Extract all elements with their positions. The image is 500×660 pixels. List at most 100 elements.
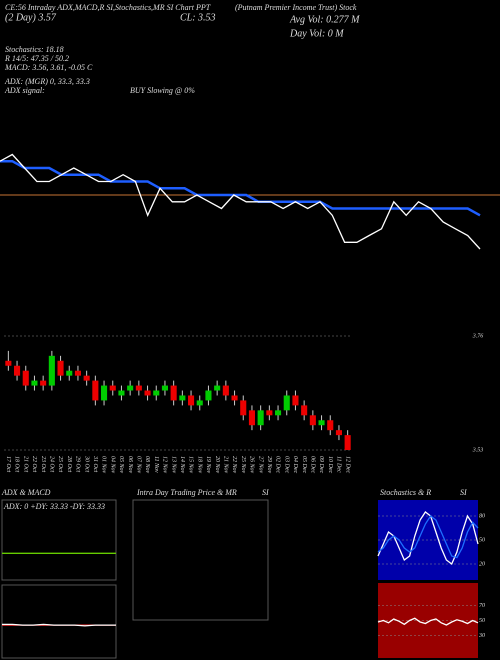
y-tick-label: 30 bbox=[478, 633, 485, 639]
header-line: (Putnam Premier Income Trust) Stock bbox=[235, 3, 357, 12]
x-tick-label: 10 Dec bbox=[327, 456, 333, 473]
x-tick-label: 23 Oct bbox=[40, 456, 46, 472]
header-value: BUY Slowing @ 0% bbox=[130, 86, 195, 95]
x-tick-label: 25 Oct bbox=[57, 456, 63, 472]
candle-body bbox=[74, 370, 81, 376]
header-value: CL: 3.53 bbox=[180, 12, 216, 23]
series-line bbox=[0, 153, 481, 250]
candle-body bbox=[101, 385, 108, 401]
y-tick-label: 3.76 bbox=[472, 333, 484, 339]
x-tick-label: 21 Nov bbox=[222, 456, 228, 474]
y-tick-label: 50 bbox=[479, 618, 485, 624]
x-tick-label: 22 Oct bbox=[31, 456, 37, 472]
candle-body bbox=[248, 410, 255, 426]
candle-body bbox=[40, 380, 47, 386]
x-tick-label: 20 Nov bbox=[214, 456, 220, 474]
series-line bbox=[377, 511, 479, 566]
candle-body bbox=[179, 395, 186, 401]
series-line bbox=[377, 617, 479, 626]
panel-title: Intra Day Trading Price & MR bbox=[136, 488, 237, 497]
header-value: R 14/5: 47.35 / 50.2 bbox=[4, 54, 69, 63]
candle-body bbox=[5, 360, 12, 366]
candle-body bbox=[257, 410, 264, 426]
candle-body bbox=[31, 380, 38, 386]
candle-body bbox=[231, 395, 238, 401]
x-tick-label: 05 Dec bbox=[301, 456, 307, 473]
x-tick-label: 22 Nov bbox=[231, 456, 237, 474]
y-tick-label: 80 bbox=[479, 513, 485, 519]
x-tick-label: 11 Nov bbox=[153, 456, 159, 473]
candle-body bbox=[22, 370, 29, 386]
x-tick-label: 08 Nov bbox=[144, 456, 150, 474]
x-tick-label: 21 Oct bbox=[22, 456, 28, 472]
header-value: MACD: 3.56, 3.61, -0.05 C bbox=[4, 63, 93, 72]
x-tick-label: 05 Nov bbox=[118, 456, 124, 474]
candle-body bbox=[318, 420, 325, 426]
panel-frame bbox=[1, 499, 117, 581]
candle-body bbox=[118, 390, 125, 396]
candle-body bbox=[66, 370, 73, 376]
header-value: Stochastics: 18.18 bbox=[5, 45, 64, 54]
candle-body bbox=[283, 395, 290, 411]
panel-frame bbox=[1, 584, 117, 659]
candle-body bbox=[214, 385, 221, 391]
candle-body bbox=[170, 385, 177, 401]
candle-body bbox=[335, 430, 342, 436]
y-tick-label: 20 bbox=[479, 561, 485, 567]
candle-body bbox=[161, 385, 168, 391]
header-value: Avg Vol: 0.277 M bbox=[289, 14, 360, 25]
header-value: Day Vol: 0 M bbox=[289, 28, 344, 39]
panel-subtitle: SI bbox=[460, 488, 467, 497]
panel-title: Stochastics & R bbox=[380, 488, 431, 497]
x-tick-label: 18 Oct bbox=[14, 456, 20, 472]
x-tick-label: 26 Nov bbox=[249, 456, 255, 474]
x-tick-label: 25 Nov bbox=[240, 456, 246, 474]
x-tick-label: 03 Dec bbox=[283, 456, 289, 473]
candle-body bbox=[48, 355, 55, 386]
x-tick-label: 06 Dec bbox=[309, 456, 315, 473]
panel-subtitle: ADX: 0 +DY: 33.33 -DY: 33.33 bbox=[3, 502, 105, 511]
header-value: (2 Day) 3.57 bbox=[5, 12, 57, 23]
candle-body bbox=[275, 410, 282, 416]
x-tick-label: 28 Oct bbox=[66, 456, 72, 472]
panel-frame bbox=[132, 499, 269, 621]
x-tick-label: 02 Dec bbox=[275, 456, 281, 473]
candle-body bbox=[240, 400, 247, 416]
x-tick-label: 12 Dec bbox=[344, 456, 350, 473]
candle-body bbox=[205, 390, 212, 401]
y-tick-label: 3.53 bbox=[472, 447, 484, 453]
x-tick-label: 13 Nov bbox=[170, 456, 176, 474]
candle-body bbox=[327, 420, 334, 431]
x-tick-label: 06 Nov bbox=[127, 456, 133, 474]
y-tick-label: 50 bbox=[479, 537, 485, 543]
x-tick-label: 27 Nov bbox=[257, 456, 263, 474]
candle-body bbox=[344, 435, 351, 450]
header-value: ADX: (MGR) 0, 33.3, 33.3 bbox=[4, 77, 90, 86]
candle-body bbox=[144, 390, 151, 396]
candle-body bbox=[83, 375, 90, 381]
x-tick-label: 09 Dec bbox=[318, 456, 324, 473]
x-tick-label: 19 Nov bbox=[205, 456, 211, 474]
x-tick-label: 01 Nov bbox=[101, 456, 107, 474]
candle-body bbox=[301, 405, 308, 416]
y-tick-label: 70 bbox=[479, 603, 485, 609]
candle-body bbox=[309, 415, 316, 426]
candle-body bbox=[222, 385, 229, 396]
candle-body bbox=[188, 395, 195, 406]
series-line bbox=[377, 515, 479, 559]
x-tick-label: 11 Dec bbox=[336, 456, 342, 473]
x-tick-label: 30 Oct bbox=[83, 455, 89, 472]
x-tick-label: 15 Nov bbox=[188, 456, 194, 474]
x-tick-label: 31 Oct bbox=[92, 455, 98, 472]
panel-title: ADX & MACD bbox=[1, 488, 51, 497]
candle-body bbox=[196, 400, 203, 406]
x-tick-label: 04 Nov bbox=[109, 456, 116, 474]
candle-body bbox=[127, 385, 134, 391]
series-line bbox=[2, 623, 116, 627]
header-value: ADX signal: bbox=[4, 86, 45, 95]
candle-body bbox=[109, 385, 116, 391]
x-tick-label: 29 Nov bbox=[266, 456, 272, 474]
candle-body bbox=[292, 395, 299, 406]
x-tick-label: 17 Oct bbox=[5, 456, 11, 472]
